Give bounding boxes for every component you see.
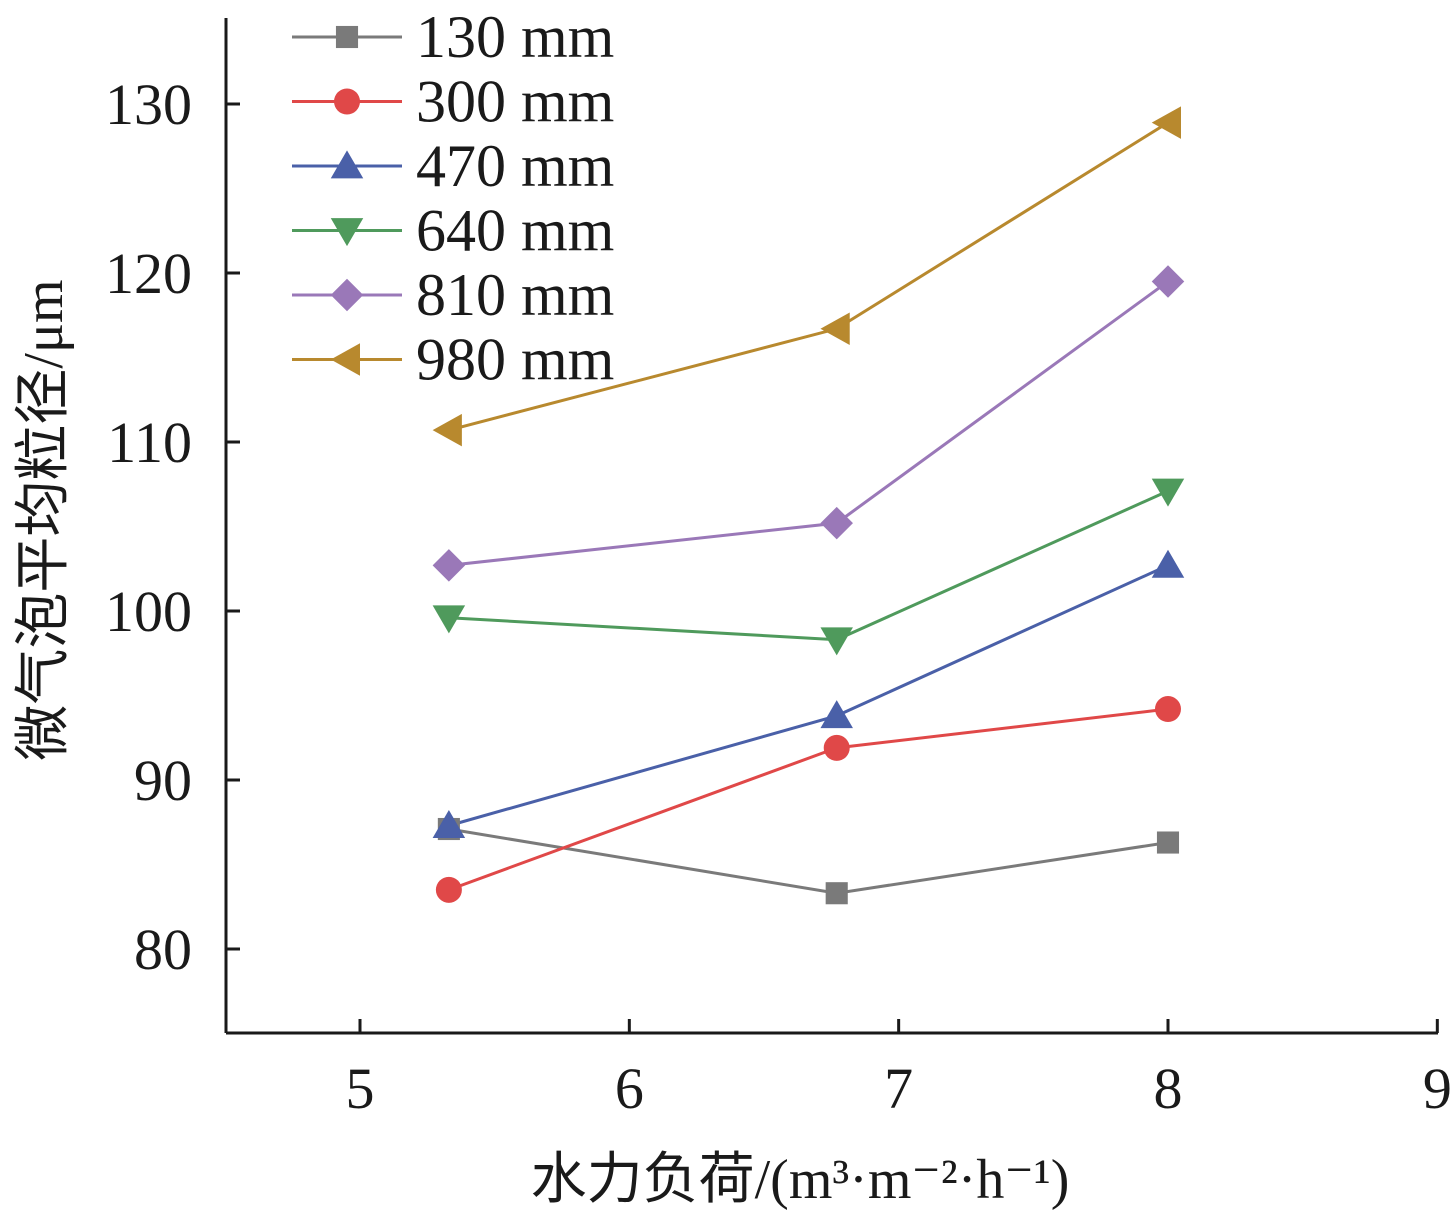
legend-label-980-mm: 980 mm: [416, 327, 614, 393]
data-point-300-mm: [435, 876, 462, 903]
data-point-810-mm: [432, 549, 466, 582]
legend-marker-640-mm: [330, 218, 364, 247]
y-tick-label: 80: [134, 917, 192, 982]
y-tick-label: 130: [105, 72, 192, 137]
x-tick-label: 5: [346, 1056, 375, 1121]
x-tick-label: 8: [1153, 1056, 1182, 1121]
series-line-470-mm: [448, 564, 1169, 828]
data-point-130-mm: [825, 882, 848, 905]
legend-marker-300-mm: [334, 88, 360, 115]
data-point-810-mm: [1151, 265, 1185, 298]
series-markers: [432, 106, 1185, 905]
data-point-810-mm: [820, 506, 853, 540]
legend-label-640-mm: 640 mm: [416, 198, 614, 264]
data-point-470-mm: [820, 700, 853, 729]
data-point-300-mm: [1154, 696, 1181, 723]
axes: [224, 18, 1438, 1035]
series-line-640-mm: [448, 489, 1169, 642]
data-point-130-mm: [1156, 831, 1180, 854]
data-point-980-mm: [1151, 106, 1181, 139]
legend-label-300-mm: 300 mm: [416, 69, 614, 135]
data-point-470-mm: [432, 810, 466, 838]
data-point-640-mm: [820, 627, 853, 656]
x-tick-label: 7: [884, 1056, 913, 1121]
data-point-980-mm: [820, 312, 850, 346]
x-tick-label: 9: [1423, 1056, 1452, 1121]
ticks: 5 6 7 8 9 80 90 100 110 120 130: [105, 72, 1452, 1121]
x-axis-label: 水力负荷/(m³·m⁻²·h⁻¹): [531, 1149, 1070, 1211]
x-tick-label: 6: [615, 1056, 644, 1121]
series-line-130-mm: [448, 827, 1169, 895]
data-point-980-mm: [432, 413, 462, 447]
legend-label-810-mm: 810 mm: [416, 262, 614, 328]
data-point-640-mm: [1151, 478, 1185, 507]
series-line-300-mm: [448, 707, 1169, 892]
y-tick-label: 110: [107, 410, 192, 475]
legend-marker-980-mm: [330, 343, 360, 376]
y-axis-label: 微气泡平均粒径/μm: [13, 279, 75, 760]
data-point-470-mm: [1151, 549, 1185, 578]
legend-marker-810-mm: [330, 278, 364, 312]
legend-marker-470-mm: [330, 150, 364, 179]
legend-marker-130-mm: [335, 25, 359, 49]
data-point-300-mm: [823, 734, 850, 761]
y-tick-label: 100: [105, 579, 192, 644]
data-point-640-mm: [432, 605, 466, 634]
legend-label-130-mm: 130 mm: [416, 4, 614, 70]
y-tick-label: 90: [134, 748, 192, 813]
legend-label-470-mm: 470 mm: [416, 133, 614, 199]
y-tick-label: 120: [105, 241, 192, 306]
